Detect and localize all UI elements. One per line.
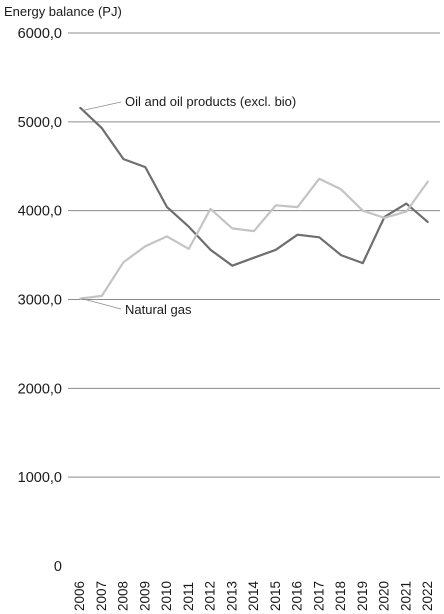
x-tick-label: 2007 xyxy=(94,581,109,611)
natural-gas-line xyxy=(79,177,429,300)
data-point xyxy=(296,206,299,208)
y-tick-label: 1000,0 xyxy=(18,470,62,486)
x-tick-label: 2010 xyxy=(159,581,174,611)
natural-gas-label: Natural gas xyxy=(125,302,192,317)
data-point xyxy=(166,235,168,238)
data-point xyxy=(209,208,212,210)
data-point xyxy=(405,202,408,205)
x-tick-label: 2017 xyxy=(311,581,326,611)
x-tick-label: 2012 xyxy=(203,581,218,611)
x-tick-label: 2021 xyxy=(398,581,413,611)
data-point xyxy=(318,177,321,180)
data-point xyxy=(340,254,342,256)
data-point xyxy=(340,188,342,191)
data-point xyxy=(144,245,147,247)
data-point xyxy=(253,256,255,259)
y-tick-label: 0 xyxy=(54,559,62,575)
x-tick-label: 2018 xyxy=(333,581,348,611)
y-tick-label: 3000,0 xyxy=(18,293,62,309)
data-point xyxy=(361,262,364,264)
data-point xyxy=(100,127,103,129)
x-tick-label: 2022 xyxy=(420,581,435,611)
y-tick-label: 2000,0 xyxy=(18,381,62,397)
x-tick-label: 2019 xyxy=(355,581,370,611)
data-point xyxy=(166,206,168,208)
x-tick-label: 2006 xyxy=(72,581,87,611)
y-tick-label: 4000,0 xyxy=(18,204,62,220)
x-axis-ticks: 2006 2007 2008 2009 2010 2011 2012 2013 2014 2015… xyxy=(72,580,435,611)
x-tick-label: 2008 xyxy=(116,581,131,611)
data-point xyxy=(79,297,81,300)
data-point xyxy=(383,216,386,219)
leader-line xyxy=(81,298,122,310)
x-tick-label: 2009 xyxy=(137,581,152,611)
x-tick-label: 2014 xyxy=(246,580,261,611)
data-point xyxy=(427,221,429,224)
data-point xyxy=(100,295,103,297)
x-tick-label: 2013 xyxy=(224,581,239,611)
oil-products-label: Oil and oil products (excl. bio) xyxy=(125,94,296,109)
x-tick-label: 2016 xyxy=(290,581,305,611)
x-tick-label: 2015 xyxy=(268,581,283,611)
data-point xyxy=(274,204,277,207)
data-point xyxy=(209,248,212,251)
gridlines xyxy=(68,32,440,478)
data-point xyxy=(253,230,255,232)
y-tick-label: 6000,0 xyxy=(18,26,62,42)
data-point xyxy=(122,261,125,263)
data-point xyxy=(361,209,364,212)
y-axis-ticks: 0 1000,0 2000,0 3000,0 4000,0 5000,0 6000,0 xyxy=(18,26,62,575)
data-point xyxy=(274,248,277,251)
data-point xyxy=(79,106,81,109)
data-point xyxy=(231,227,234,230)
series-lines xyxy=(79,106,429,300)
data-point xyxy=(405,210,408,213)
data-point xyxy=(231,264,234,267)
oil-products-line xyxy=(79,106,429,267)
data-point xyxy=(296,233,299,236)
data-point xyxy=(144,166,147,168)
data-point xyxy=(122,158,125,160)
x-tick-label: 2011 xyxy=(181,582,196,611)
series-labels: Oil and oil products (excl. bio) Natural … xyxy=(81,94,296,317)
leader-line xyxy=(81,101,122,112)
data-point xyxy=(427,180,429,183)
y-tick-label: 5000,0 xyxy=(18,115,62,131)
y-axis-title: Energy balance (PJ) xyxy=(4,4,122,19)
data-point xyxy=(187,248,190,250)
data-point xyxy=(187,225,190,228)
data-point xyxy=(318,236,321,239)
x-tick-label: 2020 xyxy=(377,581,392,611)
